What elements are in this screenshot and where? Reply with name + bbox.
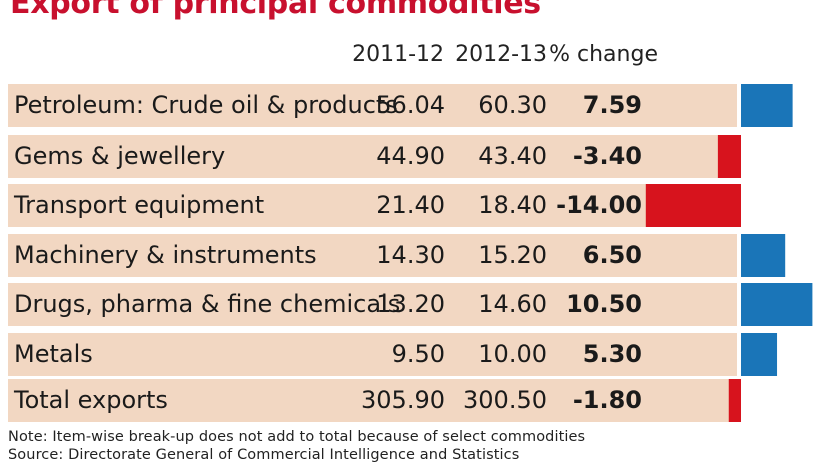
value-2012-13: 14.60 (478, 290, 547, 318)
row-band (8, 333, 737, 376)
row-band (8, 135, 737, 178)
row-band (8, 379, 737, 422)
value-2011-12: 14.30 (376, 241, 445, 269)
commodity-name: Drugs, pharma & fine chemicals (14, 290, 401, 318)
row-band (8, 283, 737, 326)
commodity-name: Petroleum: Crude oil & products (14, 91, 398, 119)
table-row: Drugs, pharma & fine chemicals 13.20 14.60… (8, 283, 737, 326)
value-2011-12: 44.90 (376, 142, 445, 170)
value-pct-change: 10.50 (566, 290, 642, 318)
value-2012-13: 10.00 (478, 340, 547, 368)
value-2012-13: 15.20 (478, 241, 547, 269)
value-2012-13: 300.50 (463, 386, 547, 414)
table-row: Metals 9.50 10.00 5.30 (8, 333, 737, 376)
commodity-name: Transport equipment (14, 191, 265, 219)
table-row: Machinery & instruments 14.30 15.20 6.50 (8, 234, 737, 277)
commodity-name: Total exports (14, 386, 168, 414)
change-bar (741, 234, 786, 277)
value-pct-change: 5.30 (582, 340, 642, 368)
table-row: Total exports 305.90 300.50 -1.80 (8, 379, 737, 422)
change-bar (741, 283, 813, 326)
change-bar (741, 333, 778, 376)
change-bar (741, 84, 793, 127)
row-band (8, 84, 737, 127)
row-band (8, 184, 737, 227)
table-row: Gems & jewellery 44.90 43.40 -3.40 (8, 135, 737, 178)
source-note: Source: Directorate General of Commercia… (8, 447, 520, 463)
commodity-name: Machinery & instruments (14, 241, 317, 269)
value-pct-change: 7.59 (582, 91, 642, 119)
footnote: Note: Item-wise break-up does not add to… (8, 429, 586, 445)
value-pct-change: -14.00 (556, 191, 642, 219)
value-pct-change: -3.40 (572, 142, 642, 170)
value-2011-12: 305.90 (361, 386, 445, 414)
row-band (8, 234, 737, 277)
value-2011-12: 13.20 (376, 290, 445, 318)
table-row: Transport equipment 21.40 18.40 -14.00 (8, 184, 737, 227)
commodity-name: Gems & jewellery (14, 142, 226, 170)
value-2012-13: 18.40 (478, 191, 547, 219)
header-pct-change: % change (549, 42, 658, 67)
header-2011-12: 2011-12 (352, 42, 444, 67)
commodity-name: Metals (14, 340, 93, 368)
table-row: Petroleum: Crude oil & products 56.04 60.3… (8, 84, 737, 127)
value-2011-12: 21.40 (376, 191, 445, 219)
value-2011-12: 56.04 (376, 91, 445, 119)
value-pct-change: 6.50 (582, 241, 642, 269)
value-2012-13: 43.40 (478, 142, 547, 170)
value-2012-13: 60.30 (478, 91, 547, 119)
chart-title: Export of principal commodities (10, 0, 541, 21)
value-pct-change: -1.80 (572, 386, 642, 414)
header-2012-13: 2012-13 (455, 42, 547, 67)
value-2011-12: 9.50 (391, 340, 445, 368)
